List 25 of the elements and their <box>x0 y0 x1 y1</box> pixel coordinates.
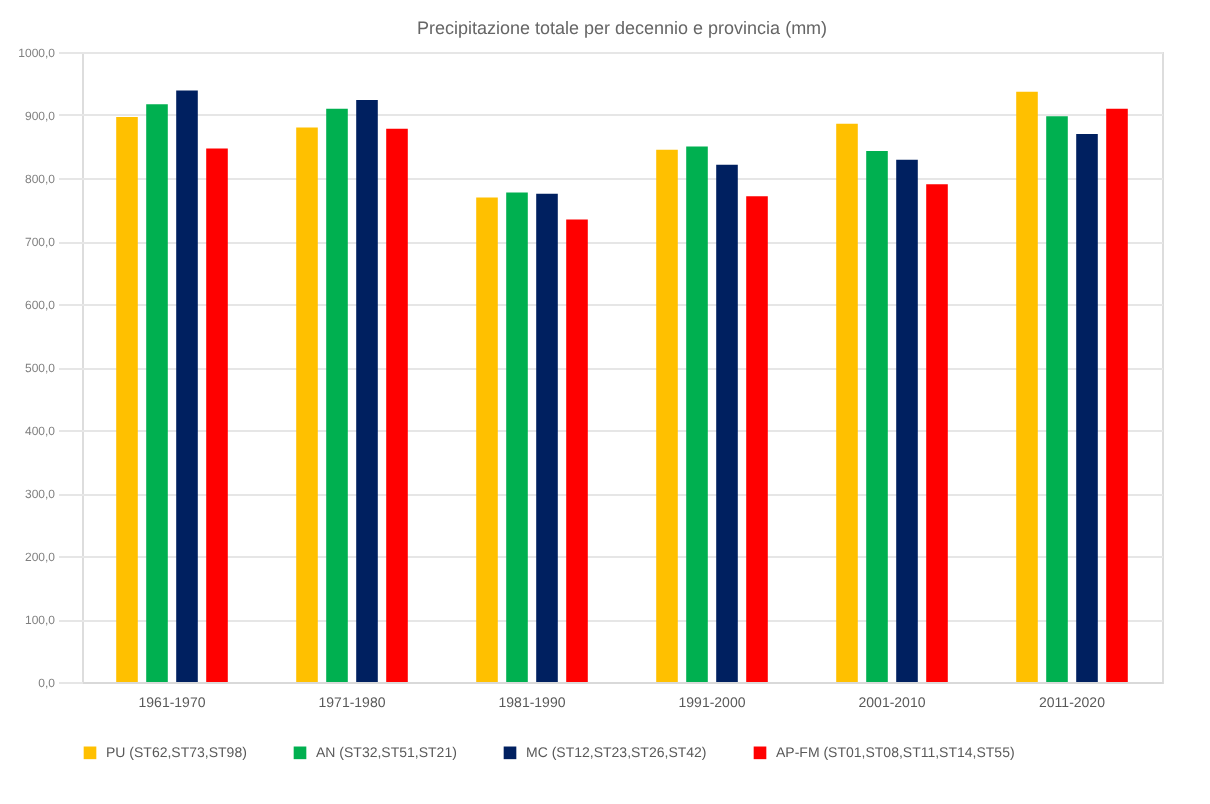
bar <box>656 149 678 682</box>
bar <box>386 128 408 682</box>
bar <box>356 99 378 682</box>
bar <box>716 164 738 682</box>
bar <box>206 148 228 682</box>
bar <box>746 196 768 682</box>
bar <box>146 104 168 682</box>
bar <box>836 123 858 682</box>
bar <box>1046 116 1068 682</box>
bar <box>926 184 948 682</box>
bar <box>176 90 198 682</box>
bar <box>536 193 558 682</box>
bar <box>116 116 138 682</box>
bar <box>1076 133 1098 682</box>
bar <box>1106 108 1128 682</box>
bar <box>326 108 348 682</box>
bar <box>896 159 918 682</box>
bar <box>296 127 318 682</box>
bar <box>686 146 708 682</box>
bar <box>566 219 588 682</box>
chart-title: Precipitazione totale per decennio e provincia (mm) <box>416 18 828 38</box>
bar <box>476 197 498 682</box>
bar <box>866 150 888 682</box>
bar <box>506 192 528 682</box>
bar <box>1016 91 1038 682</box>
